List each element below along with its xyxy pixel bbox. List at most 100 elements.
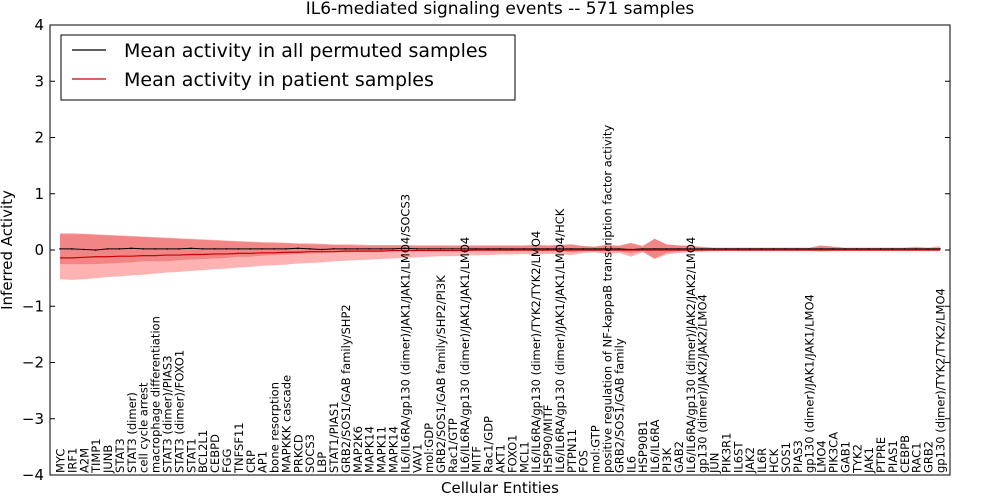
point-permuted [677, 248, 680, 250]
point-permuted [855, 248, 858, 250]
x-tick-label: TYK2 [850, 444, 864, 474]
x-tick-label: RAC1 [910, 442, 924, 473]
x-tick-label: STAT3 (dimer) [125, 392, 139, 473]
y-tick-label: −2 [22, 354, 44, 372]
point-permuted [297, 247, 299, 250]
point-permuted [261, 248, 263, 250]
x-tick-label: PI3K [660, 447, 674, 473]
x-tick-label: gp130 (dimer)/TYK2/TYK2/LMO4 [934, 288, 948, 473]
point-permuted [439, 248, 442, 250]
x-tick-label: VAV1 [410, 444, 424, 473]
point-permuted [689, 248, 692, 250]
x-tick-label: MCL1 [517, 441, 531, 473]
point-permuted [558, 248, 561, 250]
point-permuted [213, 248, 216, 250]
point-permuted [522, 248, 525, 250]
point-permuted [939, 248, 941, 250]
x-tick-label: macrophage differentiation [149, 316, 163, 473]
series-lines [59, 247, 941, 259]
x-tick-label: positive regulation of NF-kappaB transcr… [601, 125, 615, 473]
point-permuted [760, 248, 763, 250]
x-tick-label: MAP2K6 [351, 426, 365, 473]
x-tick-label: IL6/IL6RA/gp130 (dimer)/TYK2/TYK2/LMO4 [529, 231, 543, 473]
x-tick-label: IL6 [624, 456, 638, 473]
x-tick-label: LBP [315, 452, 329, 473]
point-permuted [178, 248, 180, 250]
x-tick-label: CRP [244, 450, 258, 473]
point-permuted [867, 248, 870, 250]
point-permuted [106, 248, 109, 250]
point-permuted [320, 248, 323, 251]
point-permuted [511, 248, 513, 250]
point-permuted [641, 248, 644, 250]
x-tick-label: PTPN11 [565, 429, 579, 473]
point-permuted [166, 248, 168, 250]
x-tick-label: IL6/IL6RA/gp130 (dimer)/JAK1/JAK1/LMO4 [458, 237, 472, 473]
point-permuted [570, 248, 573, 250]
x-tick-label: MAPK14 [363, 426, 377, 473]
point-permuted [225, 248, 228, 250]
x-tick-label: MITF [470, 446, 484, 473]
x-tick-label: IRF1 [65, 448, 79, 473]
x-tick-label: AKT1 [494, 444, 508, 473]
x-tick-label: AP1 [256, 451, 270, 473]
point-permuted [201, 248, 204, 250]
x-tick-label: PIK3CA [826, 432, 840, 473]
point-permuted [94, 249, 97, 251]
x-tick-label: STAT1/PIAS1 [327, 402, 341, 473]
point-permuted [475, 248, 478, 250]
x-tick-label: PRKCD [291, 434, 305, 473]
point-permuted [808, 248, 810, 250]
x-tick-label: IL6/IL6RA/gp130 (dimer)/JAK1/JAK1/LMO4/S… [398, 194, 412, 473]
x-tick-label: bone resorption [268, 382, 282, 473]
x-tick-label: IL6ST [731, 441, 745, 473]
x-tick-label: JAK1 [862, 447, 876, 474]
point-permuted [534, 248, 537, 250]
point-permuted [618, 248, 620, 250]
point-permuted [415, 248, 418, 250]
x-tick-label: PIK3R1 [719, 433, 733, 474]
x-tick-label: gp130 (dimer)/JAK1/JAK1/LMO4 [803, 294, 817, 473]
x-tick-label: FOS [577, 450, 591, 473]
point-permuted [784, 248, 787, 250]
point-permuted [273, 248, 275, 250]
x-tick-label: Rac1/GDP [482, 416, 496, 473]
point-permuted [927, 248, 929, 250]
x-tick-label: STAT3 (dimer)/PIAS3 [161, 355, 175, 473]
point-permuted [368, 248, 370, 250]
legend: Mean activity in all permuted samples Me… [60, 34, 516, 101]
point-permuted [82, 248, 85, 251]
point-permuted [737, 248, 739, 250]
point-permuted [915, 248, 918, 250]
y-tick-label: 3 [34, 72, 44, 90]
point-permuted [356, 248, 359, 250]
point-permuted [582, 248, 585, 250]
x-tick-label: FGG [220, 449, 234, 473]
point-permuted [546, 248, 549, 250]
x-tick-label: GRB2 [922, 441, 936, 473]
y-tick-label: −1 [22, 297, 44, 315]
x-tick-label: IL6R [755, 448, 769, 473]
point-permuted [59, 248, 61, 250]
point-permuted [499, 248, 501, 250]
x-tick-label: GRB2/SOS1/GAB family/SHP2/PI3K [434, 275, 448, 473]
point-permuted [427, 248, 430, 250]
plot-frame [49, 24, 951, 476]
point-permuted [832, 248, 834, 250]
point-permuted [653, 248, 656, 250]
point-permuted [71, 248, 73, 250]
point-permuted [879, 248, 882, 250]
line-patient [60, 249, 940, 259]
y-tick-label: 4 [34, 16, 44, 34]
x-tick-label: IL6/IL6RA [648, 419, 662, 473]
x-tick-label: JUNB [101, 445, 115, 474]
x-tick-label: MAPK14 [386, 426, 400, 473]
x-tick-label: JAK2 [743, 447, 757, 474]
x-tick-label: STAT3 (dimer)/FOXO1 [172, 350, 186, 473]
point-permuted [380, 248, 382, 250]
point-permuted [404, 247, 406, 250]
point-permuted [772, 248, 775, 250]
x-tick-label: TIMP1 [89, 438, 103, 474]
point-permuted [820, 248, 822, 250]
point-permuted [665, 248, 668, 250]
